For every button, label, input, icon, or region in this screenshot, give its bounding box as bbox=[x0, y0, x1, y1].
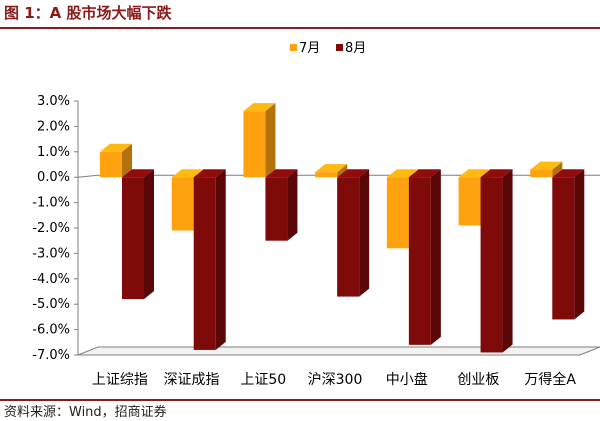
bar-top bbox=[408, 169, 441, 178]
bar-top bbox=[265, 169, 298, 178]
bar-top bbox=[552, 169, 585, 178]
bar-top bbox=[386, 169, 419, 178]
x-category-label: 万得全A bbox=[524, 371, 576, 388]
y-tick-label: 1.0% bbox=[37, 145, 70, 160]
bar-side bbox=[552, 161, 563, 178]
bar-front bbox=[171, 177, 194, 231]
bar-jul bbox=[530, 161, 563, 178]
y-tick-label: -6.0% bbox=[32, 323, 70, 338]
source-note: 资料来源：Wind，招商证券 bbox=[4, 405, 167, 420]
y-tick-label: -7.0% bbox=[32, 348, 70, 363]
bar-chart: 3.0% 2.0% 1.0% 0.0% -1.0% -2.0% -3.0% -4.0% -5.0… bbox=[32, 41, 600, 388]
legend-swatch-jul bbox=[290, 44, 297, 51]
bar-side bbox=[574, 169, 585, 320]
legend-label-jul: 7月 bbox=[299, 41, 320, 56]
bar-top bbox=[122, 169, 154, 178]
legend-label-aug: 8月 bbox=[345, 41, 366, 56]
y-tick-label: 0.0% bbox=[37, 170, 70, 185]
bar-top bbox=[193, 169, 226, 178]
bar-front bbox=[243, 111, 266, 178]
legend-swatch-aug bbox=[336, 44, 343, 51]
bar-aug bbox=[193, 169, 226, 350]
x-category-label: 创业板 bbox=[457, 372, 499, 388]
bar-jul bbox=[315, 164, 348, 178]
legend: 7月 8月 bbox=[290, 41, 366, 56]
x-category-label: 深证成指 bbox=[164, 372, 220, 388]
bar-jul bbox=[100, 143, 132, 178]
bar-top bbox=[100, 143, 132, 152]
bar-aug bbox=[408, 169, 441, 345]
bar-side bbox=[287, 169, 298, 241]
y-tick-label: 2.0% bbox=[37, 119, 70, 134]
zero-baseline-connector bbox=[77, 174, 99, 178]
y-tick-label: -1.0% bbox=[32, 196, 70, 211]
bar-front bbox=[315, 172, 338, 178]
y-tick-label: -3.0% bbox=[32, 246, 70, 261]
bar-side bbox=[265, 103, 276, 178]
bar-side bbox=[215, 169, 226, 350]
bar-side bbox=[359, 169, 370, 297]
bar-top bbox=[243, 103, 276, 112]
bar-front bbox=[337, 177, 360, 297]
bar-top bbox=[171, 169, 204, 178]
x-category-label: 中小盘 bbox=[386, 371, 428, 388]
bar-front bbox=[122, 177, 144, 300]
bar-front bbox=[458, 177, 481, 226]
bars bbox=[100, 103, 585, 353]
y-axis: 3.0% 2.0% 1.0% 0.0% -1.0% -2.0% -3.0% -4.0% -5.0… bbox=[32, 94, 78, 363]
bar-side bbox=[430, 169, 441, 345]
figure-title: 图 1：A 股市场大幅下跌 bbox=[4, 4, 172, 22]
y-tick-label: 3.0% bbox=[37, 94, 70, 109]
bar-jul bbox=[243, 103, 276, 178]
bar-top bbox=[337, 169, 370, 178]
x-category-label: 沪深300 bbox=[308, 372, 363, 388]
bar-front bbox=[408, 177, 431, 345]
x-category-label: 上证50 bbox=[240, 372, 286, 388]
bar-aug bbox=[552, 169, 585, 320]
bar-front bbox=[552, 177, 575, 320]
title-rule bbox=[0, 27, 600, 29]
bar-aug bbox=[480, 169, 513, 353]
y-tick-label: -2.0% bbox=[32, 221, 70, 236]
bar-aug bbox=[337, 169, 370, 297]
y-tick-label: -5.0% bbox=[32, 297, 70, 312]
bar-front bbox=[530, 169, 553, 178]
bar-side bbox=[122, 143, 132, 178]
x-category-label: 上证综指 bbox=[92, 372, 148, 388]
bar-front bbox=[193, 177, 216, 350]
bar-side bbox=[502, 169, 513, 353]
bar-top bbox=[530, 161, 563, 170]
bar-top bbox=[315, 164, 348, 173]
bar-front bbox=[265, 177, 288, 241]
x-axis: 上证综指 深证成指 上证50 沪深300 中小盘 创业板 万得全A bbox=[92, 371, 576, 388]
bar-front bbox=[480, 177, 503, 353]
source-rule bbox=[0, 399, 600, 401]
bar-aug bbox=[122, 169, 154, 300]
bar-aug bbox=[265, 169, 298, 241]
bar-side bbox=[144, 169, 154, 300]
bar-top bbox=[480, 169, 513, 178]
y-tick-label: -4.0% bbox=[32, 272, 70, 287]
chart-floor bbox=[77, 346, 600, 356]
bar-top bbox=[458, 169, 491, 178]
bar-side bbox=[337, 164, 348, 178]
bar-front bbox=[100, 151, 122, 178]
bar-front bbox=[386, 177, 409, 249]
